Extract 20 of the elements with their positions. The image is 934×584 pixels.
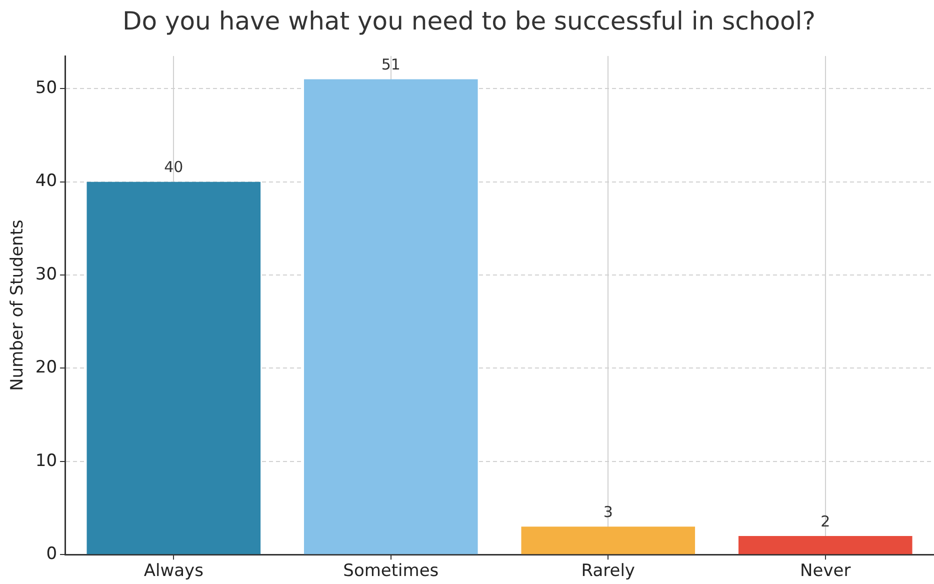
x-tick-label: Never <box>800 561 851 582</box>
y-tick-label: 20 <box>35 358 58 378</box>
x-tick-label: Always <box>144 561 204 582</box>
chart-title: Do you have what you need to be successful in school? <box>122 6 816 36</box>
bar <box>304 79 478 554</box>
data-label: 51 <box>381 56 400 74</box>
y-tick-label: 40 <box>35 171 58 192</box>
data-label: 2 <box>820 512 830 530</box>
y-axis-title: Number of Students <box>8 220 28 391</box>
y-tick-label: 30 <box>35 264 58 284</box>
x-tick-label: Sometimes <box>343 561 439 582</box>
bar <box>521 526 696 554</box>
bar <box>86 182 261 554</box>
data-label: 40 <box>164 158 184 176</box>
y-tick-label: 0 <box>46 544 58 564</box>
x-tick-label: Rarely <box>581 561 635 582</box>
y-tick-label: 10 <box>35 450 58 471</box>
bar <box>738 536 912 554</box>
y-tick-label: 50 <box>35 78 58 98</box>
data-label: 3 <box>603 503 613 522</box>
